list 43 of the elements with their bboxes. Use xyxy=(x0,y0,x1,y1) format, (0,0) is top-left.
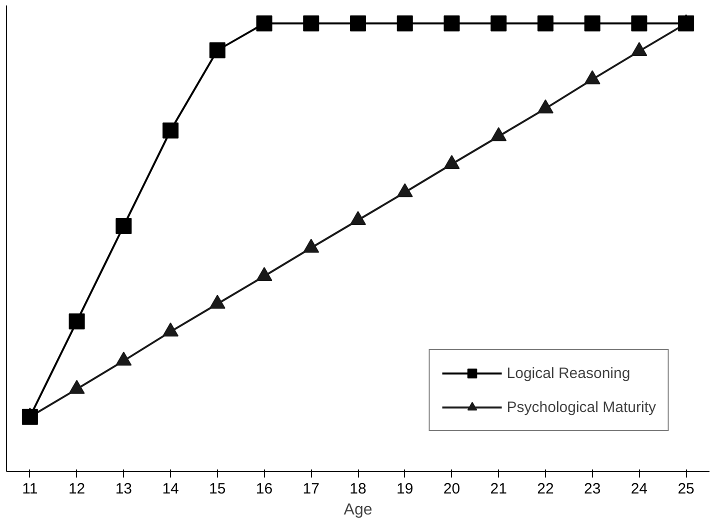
point xyxy=(162,322,179,337)
point xyxy=(303,15,320,32)
point xyxy=(537,15,554,32)
point xyxy=(631,42,648,56)
x-tick-label: 21 xyxy=(490,480,507,498)
x-tick-label: 15 xyxy=(209,480,226,498)
x-tick-label: 23 xyxy=(584,480,601,498)
point xyxy=(444,154,460,169)
point xyxy=(68,380,85,394)
point xyxy=(303,238,320,253)
point xyxy=(116,352,132,366)
x-tick-label: 25 xyxy=(678,480,694,498)
point xyxy=(256,15,272,32)
point xyxy=(350,15,366,32)
x-tick-label: 16 xyxy=(256,480,273,498)
point xyxy=(256,266,272,281)
point xyxy=(396,183,413,198)
x-tick-label: 22 xyxy=(537,480,554,498)
x-tick-label: 20 xyxy=(443,480,460,498)
point xyxy=(209,294,226,309)
point xyxy=(444,15,460,32)
point xyxy=(584,15,600,32)
legend-label: Psychological Maturity xyxy=(506,398,656,418)
x-tick-label: 18 xyxy=(350,480,366,498)
legend-label: Logical Reasoning xyxy=(506,364,630,384)
x-tick-label: 14 xyxy=(162,480,179,498)
point xyxy=(350,210,366,225)
point xyxy=(678,15,694,32)
point xyxy=(537,99,554,114)
x-tick-label: 19 xyxy=(396,480,414,498)
x-axis-title: Age xyxy=(344,502,372,518)
point xyxy=(631,15,648,32)
point xyxy=(490,15,507,32)
x-tick-label: 24 xyxy=(630,480,648,498)
x-tick-label: 17 xyxy=(302,480,320,498)
x-tick-label: 12 xyxy=(68,480,86,498)
x-tick-label: 13 xyxy=(115,480,132,498)
point xyxy=(490,127,507,142)
point xyxy=(162,122,179,139)
x-tick-label: 11 xyxy=(22,480,38,498)
point xyxy=(584,70,600,84)
point xyxy=(209,42,226,58)
point xyxy=(396,15,413,32)
